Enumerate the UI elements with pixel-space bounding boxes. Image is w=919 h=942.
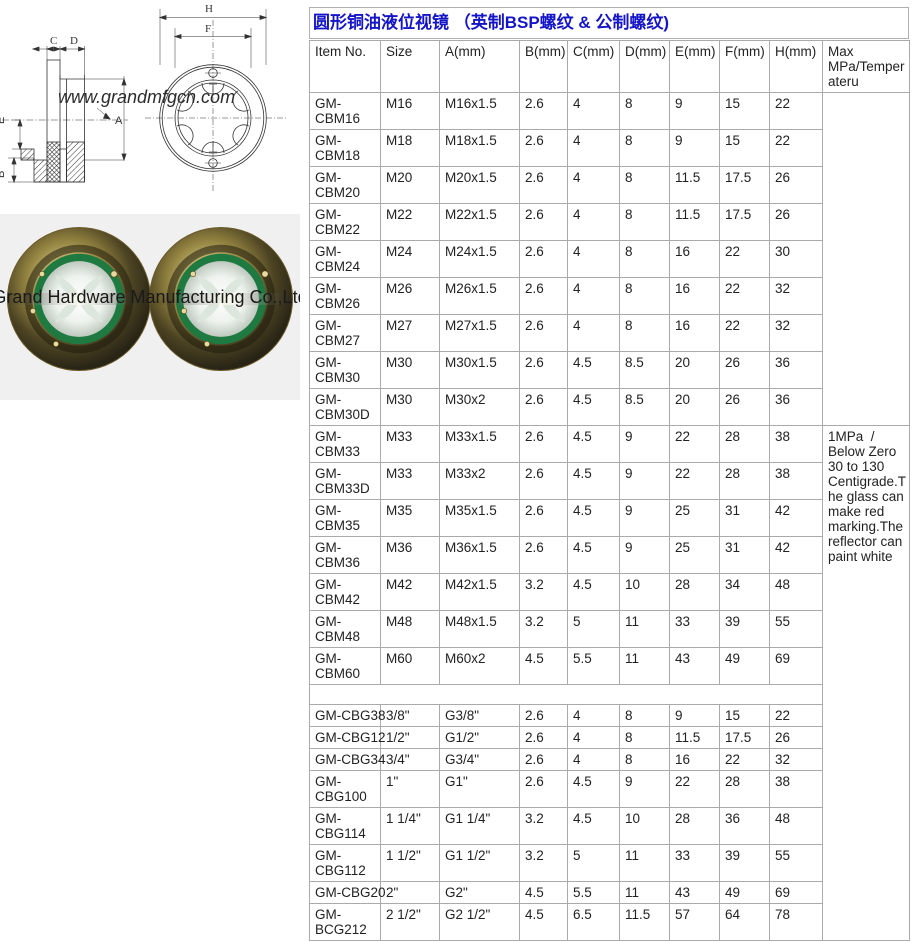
svg-text:F: F [205, 23, 211, 35]
svg-text:E: E [0, 117, 7, 124]
svg-text:H: H [205, 3, 213, 15]
svg-text:www.grandmfgcn.com: www.grandmfgcn.com [58, 87, 235, 107]
svg-text:B: B [0, 171, 7, 178]
svg-text:D: D [70, 35, 78, 47]
svg-text:A: A [115, 115, 123, 127]
svg-text:Grand Hardware Manufacturing C: Grand Hardware Manufacturing Co.,Ltd [0, 287, 300, 307]
svg-text:C: C [50, 35, 57, 47]
